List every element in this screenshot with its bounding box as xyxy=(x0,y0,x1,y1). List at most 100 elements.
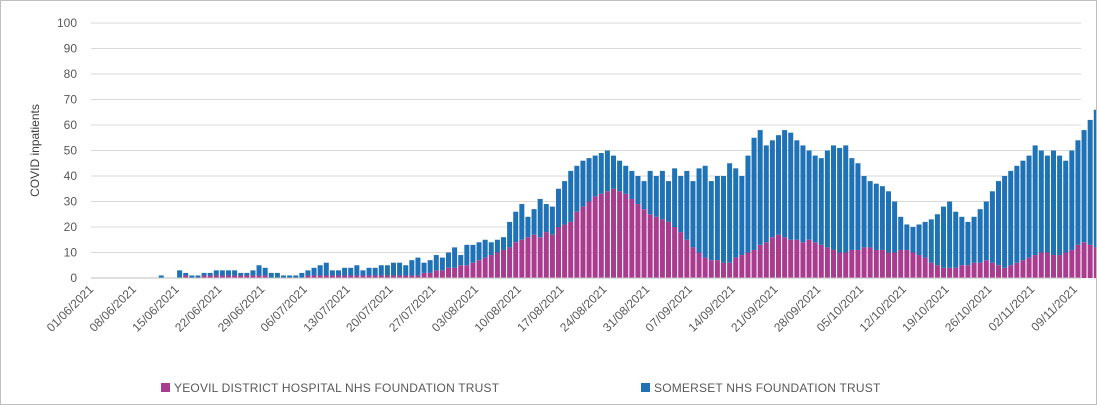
bar-somerset xyxy=(788,132,794,240)
bar-somerset xyxy=(1075,140,1081,245)
bar-somerset xyxy=(348,267,354,276)
bar-yeovil xyxy=(647,214,653,278)
bar-yeovil xyxy=(769,237,775,278)
y-tick-label: 40 xyxy=(64,169,78,183)
bar-yeovil xyxy=(610,188,616,278)
bar-yeovil xyxy=(867,247,873,278)
bar-somerset xyxy=(1002,176,1008,268)
bar-somerset xyxy=(549,206,555,235)
bar-somerset xyxy=(855,163,861,250)
bar-somerset xyxy=(427,260,433,273)
gridlines xyxy=(91,22,1081,253)
bar-somerset xyxy=(763,145,769,243)
bar-yeovil xyxy=(354,275,360,278)
bar-somerset xyxy=(225,270,231,276)
bar-yeovil xyxy=(360,275,366,278)
bar-yeovil xyxy=(861,247,867,278)
bar-yeovil xyxy=(1075,244,1081,278)
bar-yeovil xyxy=(604,191,610,278)
bar-yeovil xyxy=(745,252,751,278)
bar-yeovil xyxy=(494,252,500,278)
bar-somerset xyxy=(299,272,305,278)
legend-swatch-yeovil xyxy=(161,383,170,392)
bar-yeovil xyxy=(910,252,916,278)
bar-somerset xyxy=(873,183,879,250)
y-tick-label: 90 xyxy=(64,42,78,56)
y-axis-label: COVID inpatients xyxy=(28,104,42,197)
bar-somerset xyxy=(1087,119,1093,245)
bar-yeovil xyxy=(947,267,953,278)
bar-yeovil xyxy=(317,275,323,278)
bar-somerset xyxy=(470,244,476,263)
bar-yeovil xyxy=(1020,260,1026,278)
bar-yeovil xyxy=(782,237,788,278)
bar-somerset xyxy=(922,221,928,258)
y-axis-ticks: 0 10 20 30 40 50 60 70 80 90 100 xyxy=(57,16,77,285)
bar-somerset xyxy=(488,242,494,256)
bar-somerset xyxy=(653,176,659,217)
bar-yeovil xyxy=(702,257,708,278)
bar-somerset xyxy=(335,270,341,276)
bar-yeovil xyxy=(574,211,580,278)
bar-yeovil xyxy=(470,262,476,278)
bar-somerset xyxy=(183,272,189,276)
bar-somerset xyxy=(665,181,671,222)
bar-yeovil xyxy=(366,275,372,278)
bar-somerset xyxy=(421,262,427,273)
bar-somerset xyxy=(342,267,348,276)
bar-yeovil xyxy=(445,267,451,278)
bar-somerset xyxy=(311,267,317,276)
bar-somerset xyxy=(525,216,531,238)
bar-somerset xyxy=(219,270,225,276)
bar-somerset xyxy=(959,216,965,266)
bar-somerset xyxy=(500,237,506,250)
bar-yeovil xyxy=(1008,265,1014,278)
bar-somerset xyxy=(861,176,867,248)
bar-yeovil xyxy=(458,265,464,278)
bar-yeovil xyxy=(1057,255,1063,278)
bar-somerset xyxy=(983,201,989,261)
bar-yeovil xyxy=(959,265,965,278)
bar-yeovil xyxy=(714,260,720,278)
bar-yeovil xyxy=(983,260,989,278)
bar-yeovil xyxy=(800,242,806,278)
bar-yeovil xyxy=(464,265,470,278)
bar-yeovil xyxy=(409,275,415,278)
bar-somerset xyxy=(519,204,525,240)
bar-yeovil xyxy=(384,275,390,278)
bar-somerset xyxy=(739,176,745,256)
bar-somerset xyxy=(940,206,946,268)
bar-yeovil xyxy=(928,262,934,278)
bar-yeovil xyxy=(873,249,879,278)
bar-somerset xyxy=(610,155,616,189)
bar-yeovil xyxy=(372,275,378,278)
bar-yeovil xyxy=(335,275,341,278)
bar-somerset xyxy=(812,155,818,243)
bar-somerset xyxy=(617,160,623,192)
bar-yeovil xyxy=(543,232,549,278)
bar-yeovil xyxy=(806,239,812,278)
bar-somerset xyxy=(800,145,806,243)
bar-somerset xyxy=(507,221,513,248)
bar-somerset xyxy=(775,135,781,235)
bar-somerset xyxy=(659,170,665,220)
bar-somerset xyxy=(409,260,415,276)
bar-somerset xyxy=(598,153,604,194)
bar-somerset xyxy=(818,158,824,245)
bar-yeovil xyxy=(934,265,940,278)
bar-somerset xyxy=(268,272,274,278)
bar-somerset xyxy=(213,270,219,276)
bar-somerset xyxy=(555,188,561,227)
bar-yeovil xyxy=(635,204,641,278)
bar-yeovil xyxy=(403,275,409,278)
bar-yeovil xyxy=(837,252,843,278)
bar-somerset xyxy=(892,201,898,253)
bar-yeovil xyxy=(452,267,458,278)
bar-yeovil xyxy=(672,227,678,278)
bar-yeovil xyxy=(1050,255,1056,278)
bar-somerset xyxy=(562,181,568,225)
bar-somerset xyxy=(934,214,940,266)
bar-somerset xyxy=(824,150,830,248)
bar-yeovil xyxy=(232,275,238,278)
bar-somerset xyxy=(452,247,458,268)
